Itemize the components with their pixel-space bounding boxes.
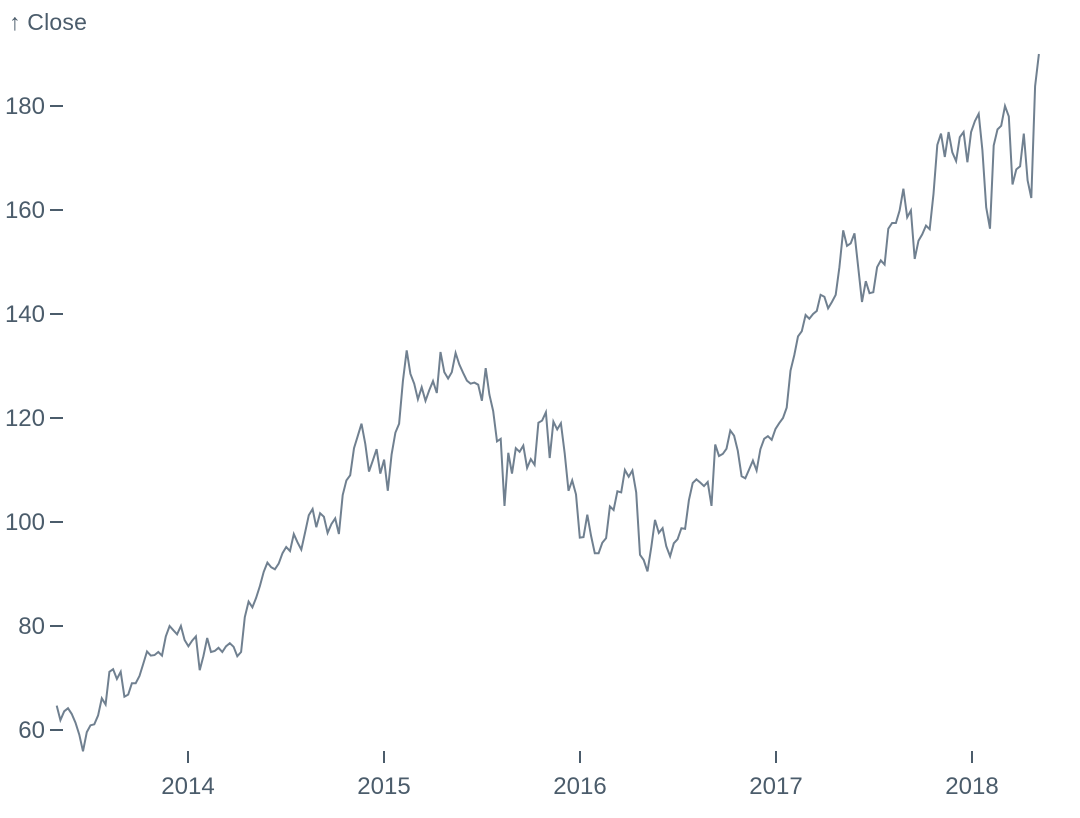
y-tick-label: 60 [18, 717, 45, 744]
x-tick-label: 2016 [553, 773, 606, 800]
x-axis: 2014 2015 2016 2017 2018 [161, 751, 999, 800]
x-tick-label: 2015 [357, 773, 410, 800]
y-axis: 60 80 100 120 140 160 180 [5, 93, 63, 744]
price-line [55, 53, 1040, 752]
x-tick-label: 2018 [945, 773, 998, 800]
y-tick-label: 80 [18, 613, 45, 640]
y-tick-label: 160 [5, 197, 45, 224]
y-tick-label: 100 [5, 509, 45, 536]
y-tick-label: 120 [5, 405, 45, 432]
y-axis-title: ↑ Close [9, 9, 88, 35]
y-tick-label: 140 [5, 301, 45, 328]
x-tick-label: 2017 [749, 773, 802, 800]
x-tick-label: 2014 [161, 773, 214, 800]
y-tick-label: 180 [5, 93, 45, 120]
